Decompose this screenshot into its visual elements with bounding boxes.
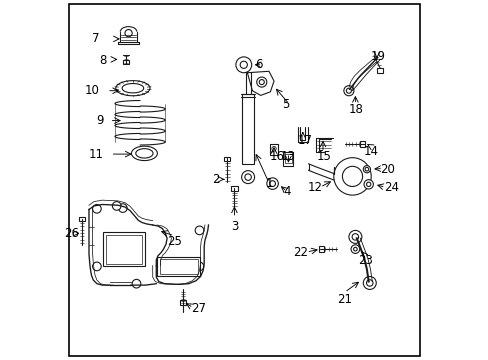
Text: 11: 11 — [88, 148, 103, 161]
Text: 18: 18 — [348, 103, 363, 116]
Circle shape — [259, 80, 264, 85]
Circle shape — [346, 88, 351, 93]
Bar — [224, 157, 230, 161]
Text: 16: 16 — [269, 150, 284, 163]
Circle shape — [195, 262, 203, 271]
Text: 14: 14 — [363, 145, 378, 158]
Circle shape — [240, 61, 247, 68]
Circle shape — [92, 204, 101, 213]
Text: 1: 1 — [265, 177, 272, 190]
Text: 13: 13 — [281, 150, 295, 163]
Bar — [180, 300, 186, 305]
Circle shape — [271, 147, 276, 151]
Circle shape — [353, 247, 356, 251]
Text: 20: 20 — [380, 163, 395, 176]
Circle shape — [366, 280, 372, 286]
Circle shape — [118, 204, 127, 212]
Text: 10: 10 — [85, 84, 100, 97]
Bar — [285, 154, 291, 163]
Bar — [231, 186, 237, 191]
Circle shape — [363, 276, 375, 289]
Text: 9: 9 — [96, 114, 103, 127]
Circle shape — [351, 234, 358, 240]
Bar — [360, 141, 365, 147]
Text: 22: 22 — [293, 246, 308, 259]
Bar — [283, 152, 293, 166]
Circle shape — [350, 245, 359, 253]
Bar — [242, 94, 253, 164]
Bar — [103, 232, 144, 266]
Circle shape — [244, 174, 251, 180]
Circle shape — [256, 77, 266, 87]
Circle shape — [363, 166, 370, 173]
Text: 6: 6 — [255, 58, 262, 71]
Bar — [79, 217, 84, 221]
Bar — [377, 68, 382, 73]
Text: 5: 5 — [282, 98, 289, 111]
Bar — [106, 235, 142, 264]
Text: 3: 3 — [230, 220, 238, 233]
Circle shape — [363, 180, 373, 189]
Bar — [157, 257, 200, 276]
Circle shape — [235, 57, 251, 73]
Bar — [319, 246, 324, 252]
Circle shape — [342, 166, 362, 186]
Circle shape — [132, 279, 141, 288]
Text: 8: 8 — [100, 54, 107, 67]
Text: 19: 19 — [369, 50, 385, 63]
Circle shape — [333, 158, 370, 195]
Text: 12: 12 — [307, 181, 322, 194]
Circle shape — [343, 86, 353, 96]
Circle shape — [112, 202, 121, 210]
Circle shape — [92, 262, 101, 271]
Circle shape — [269, 181, 275, 186]
Circle shape — [125, 30, 132, 37]
Circle shape — [195, 226, 203, 235]
Text: 21: 21 — [336, 293, 351, 306]
Text: 23: 23 — [357, 254, 372, 267]
Circle shape — [266, 178, 278, 189]
Text: 15: 15 — [316, 150, 330, 163]
Bar — [160, 259, 197, 274]
Text: 27: 27 — [191, 302, 206, 315]
Text: 25: 25 — [166, 235, 182, 248]
Circle shape — [366, 182, 370, 186]
Text: 4: 4 — [283, 185, 290, 198]
Circle shape — [365, 167, 368, 171]
Circle shape — [348, 230, 361, 243]
Text: 17: 17 — [297, 134, 312, 147]
Circle shape — [241, 171, 254, 184]
Text: 26: 26 — [64, 227, 80, 240]
Bar — [122, 60, 128, 64]
Text: 24: 24 — [384, 181, 398, 194]
Text: 2: 2 — [212, 173, 220, 186]
Text: 7: 7 — [92, 32, 100, 45]
